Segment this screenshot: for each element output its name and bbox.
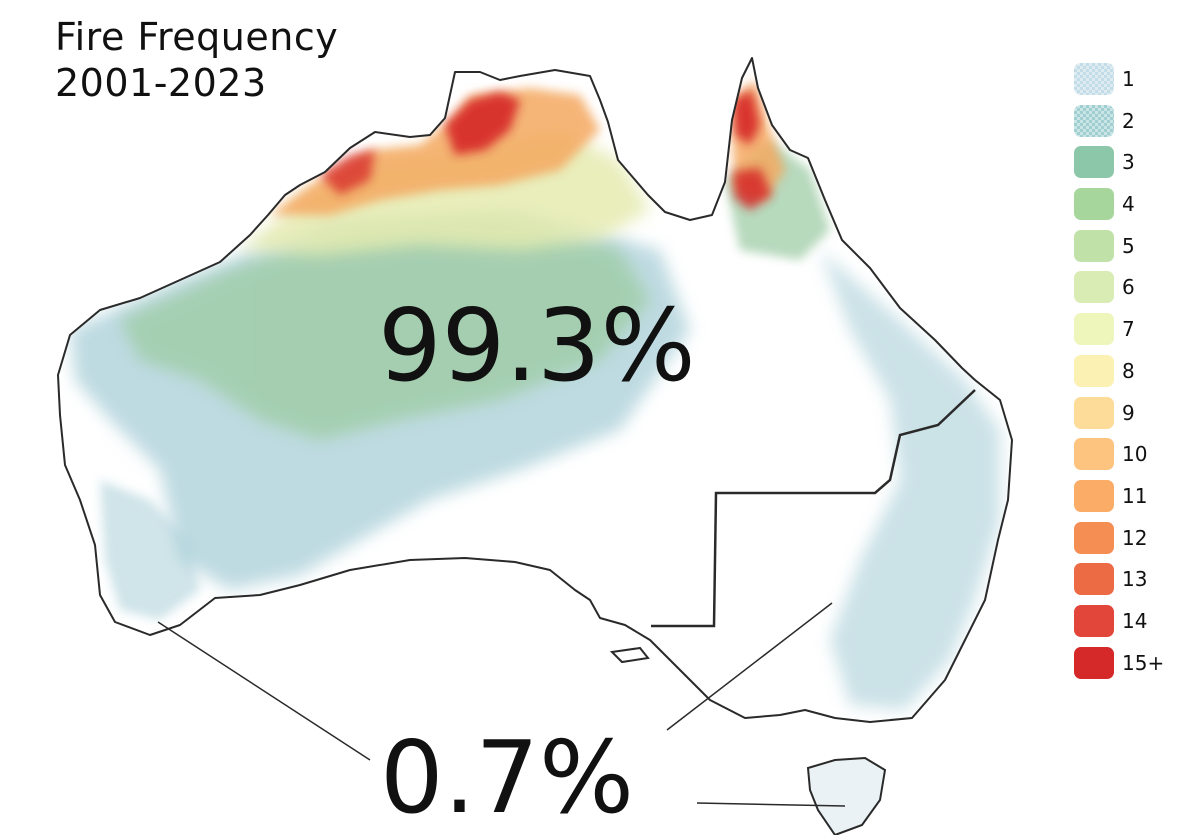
legend-swatch [1074,563,1114,596]
legend-swatch [1074,104,1114,137]
legend-swatch [1074,63,1114,95]
southeast-region-boundary [651,389,976,628]
zone-extreme-fire-kimberley [320,150,375,195]
legend-label: 2 [1122,108,1135,133]
zone-extreme-fire-arnhem [445,92,520,155]
legend-label: 14 [1122,608,1148,633]
legend-swatch [1074,354,1114,387]
legend-label: 3 [1122,150,1135,175]
legend-swatch [1074,313,1114,346]
map-title: Fire Frequency 2001-2023 [55,14,338,106]
callout-line-southeast [666,602,833,731]
zone-sparse-fire-west [100,480,200,620]
legend-label: 11 [1122,483,1148,508]
legend-label: 12 [1122,525,1148,550]
legend-swatch [1074,479,1114,512]
legend-swatch [1074,438,1114,471]
legend-label: 15+ [1122,650,1165,675]
kangaroo-island [609,646,650,664]
legend-label: 5 [1122,233,1135,258]
zone-sparse-fire-east [820,250,1000,710]
legend-label: 9 [1122,400,1135,425]
zone-extreme-fire-cape [733,90,760,145]
mainland-coastline [57,57,1013,723]
callout-line-west [157,621,371,761]
legend-swatch [1074,188,1114,221]
legend-swatch [1074,604,1114,637]
legend-swatch [1074,396,1114,429]
map-title-line2: 2001-2023 [55,61,267,105]
legend-swatch [1074,271,1114,304]
legend-label: 1 [1122,67,1135,91]
legend-swatch [1074,229,1114,262]
legend-label: 13 [1122,567,1148,592]
stat-southeast-percentage: 0.7% [380,719,635,836]
zone-medium-fire [120,215,650,440]
fire-frequency-zones [70,80,1000,710]
legend-label: 8 [1122,358,1135,383]
legend-label: 10 [1122,442,1148,467]
stat-main-percentage: 99.3% [378,287,696,404]
callout-line-tasmania [696,802,846,807]
legend-swatch [1074,146,1114,179]
legend-label: 4 [1122,192,1135,217]
zone-extreme-fire-cape-south [733,168,772,210]
legend-swatch [1074,646,1114,679]
tasmania [806,756,887,835]
legend-label: 7 [1122,317,1135,342]
legend-label: 6 [1122,275,1135,300]
legend-swatch [1074,521,1114,554]
map-title-line1: Fire Frequency [55,15,339,59]
